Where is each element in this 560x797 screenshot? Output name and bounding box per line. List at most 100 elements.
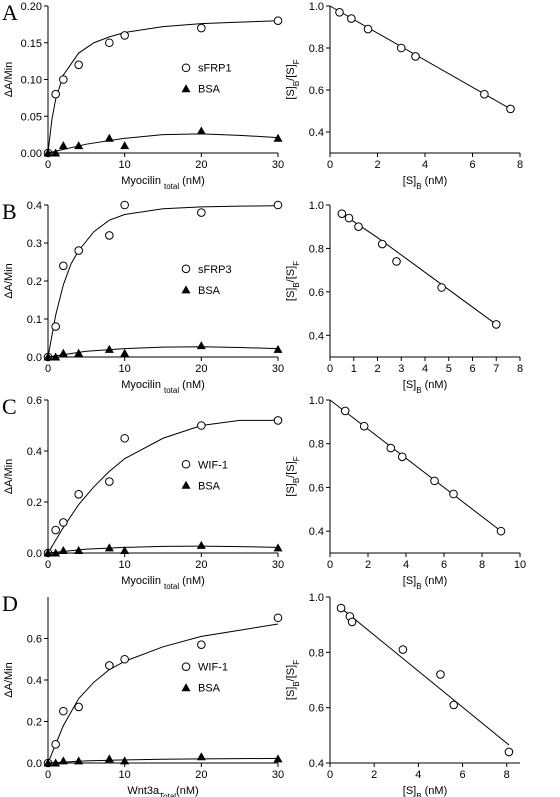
x-tick-label: 6 <box>469 363 475 375</box>
data-point <box>196 341 206 350</box>
y-axis-label-part: B <box>292 81 301 86</box>
y-tick-label: 0.4 <box>27 200 42 212</box>
y-tick-label: 0.6 <box>27 395 42 407</box>
x-tick-label: 8 <box>517 363 523 375</box>
x-axis-label-part: Myocilin <box>121 575 164 587</box>
data-point <box>43 758 53 767</box>
data-point <box>347 14 356 23</box>
y-tick-label: 0.4 <box>309 758 324 770</box>
legend-marker <box>181 459 191 469</box>
x-axis-label-part: Myocilin <box>121 175 164 187</box>
y-tick-label: 0.00 <box>21 148 42 160</box>
y-axis-label: [S]B/[S]F <box>285 660 301 700</box>
y-tick-label: 0.8 <box>309 647 324 659</box>
fit-curve <box>329 5 511 110</box>
data-point <box>58 545 68 554</box>
y-tick-label: 0.6 <box>309 287 324 299</box>
data-point <box>397 452 407 462</box>
x-axis-label-part: total <box>164 386 179 395</box>
x-tick-label: 4 <box>422 159 428 171</box>
panel-label: A <box>2 0 18 25</box>
y-tick-label: 0.4 <box>309 330 324 342</box>
x-tick-label: 8 <box>517 159 523 171</box>
legend-label: sFRP1 <box>198 63 232 75</box>
legend-marker <box>181 84 191 93</box>
x-tick-label: 6 <box>469 159 475 171</box>
data-point <box>74 490 83 499</box>
y-tick-label: 0.05 <box>21 111 42 123</box>
data-point <box>51 322 60 331</box>
fit-curve <box>47 205 279 358</box>
data-point <box>430 476 439 486</box>
x-axis-label: [S]B (nM) <box>403 175 447 191</box>
data-point <box>197 23 206 33</box>
y-axis-label-part: [S] <box>285 687 297 700</box>
x-axis-label-part: (nM) <box>179 175 205 187</box>
data-point <box>58 756 68 765</box>
fit-curve <box>47 623 279 764</box>
data-point <box>104 543 114 552</box>
data-point <box>105 477 114 486</box>
data-point <box>59 706 68 716</box>
data-point <box>273 416 283 425</box>
legend-marker <box>181 480 191 489</box>
x-tick-label: 4 <box>415 769 421 781</box>
data-point <box>359 421 369 431</box>
data-point <box>273 613 283 623</box>
legend-label: sFRP3 <box>198 264 232 276</box>
panel-label: C <box>2 394 17 419</box>
x-tick-label: 0 <box>327 363 333 375</box>
y-axis-label-part: /[S] <box>285 266 297 283</box>
data-point <box>449 489 458 499</box>
y-tick-label: 0.6 <box>309 482 324 494</box>
data-point <box>396 43 406 53</box>
x-axis-label-part: Total <box>159 792 176 797</box>
y-axis-label-part: B <box>292 478 301 483</box>
data-point <box>449 700 459 710</box>
data-point <box>344 213 354 223</box>
data-point <box>496 526 506 536</box>
data-point <box>104 133 114 142</box>
y-tick-label: 0.2 <box>27 497 42 509</box>
x-tick-label: 0 <box>45 363 51 375</box>
data-point <box>377 239 387 249</box>
legend-label: BSA <box>198 683 221 695</box>
data-point <box>105 661 114 670</box>
data-point <box>197 640 206 650</box>
data-point <box>504 747 514 757</box>
data-point <box>104 344 114 353</box>
x-axis-label-part: B <box>416 582 421 591</box>
data-point <box>74 545 84 554</box>
data-point <box>59 261 68 271</box>
data-point <box>273 133 283 142</box>
legend-label: BSA <box>198 480 221 492</box>
y-tick-label: 0.6 <box>27 634 42 646</box>
data-point <box>120 433 129 443</box>
data-point <box>58 141 68 150</box>
x-axis-label-part: (nM) <box>422 379 448 391</box>
data-point <box>120 654 129 664</box>
x-tick-label: 0 <box>327 159 333 171</box>
y-tick-label: 0.10 <box>21 75 42 87</box>
data-point <box>196 752 206 761</box>
x-tick-label: 0 <box>327 559 333 571</box>
data-point <box>335 8 344 17</box>
x-tick-label: 10 <box>119 159 131 171</box>
y-axis-label-part: /[S] <box>285 461 297 478</box>
data-point <box>74 141 84 150</box>
x-tick-label: 0 <box>45 159 51 171</box>
data-point <box>104 754 114 763</box>
y-tick-label: 0.4 <box>309 526 324 538</box>
y-tick-label: 0.20 <box>21 1 42 13</box>
y-tick-label: 0.8 <box>309 43 324 55</box>
x-tick-label: 20 <box>195 559 207 571</box>
legend-marker <box>181 662 191 672</box>
data-point <box>336 603 346 613</box>
x-tick-label: 0 <box>327 769 333 781</box>
y-axis-label: ΔA/Min <box>3 459 15 494</box>
data-point <box>436 670 445 679</box>
x-axis-label: Myocilin total (nM) <box>121 379 205 395</box>
data-point <box>196 540 206 549</box>
x-tick-label: 0 <box>45 559 51 571</box>
